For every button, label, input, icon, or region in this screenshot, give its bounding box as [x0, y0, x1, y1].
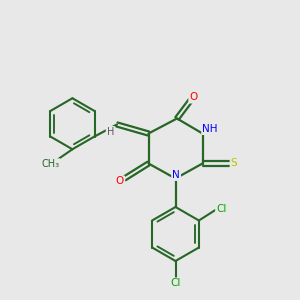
Text: CH₃: CH₃ [41, 159, 60, 169]
Text: H: H [107, 127, 114, 137]
Text: S: S [231, 158, 237, 169]
Text: N: N [172, 170, 180, 180]
Text: O: O [116, 176, 124, 187]
Text: NH: NH [202, 124, 218, 134]
Text: O: O [189, 92, 198, 103]
Text: Cl: Cl [216, 203, 226, 214]
Text: Cl: Cl [170, 278, 181, 289]
